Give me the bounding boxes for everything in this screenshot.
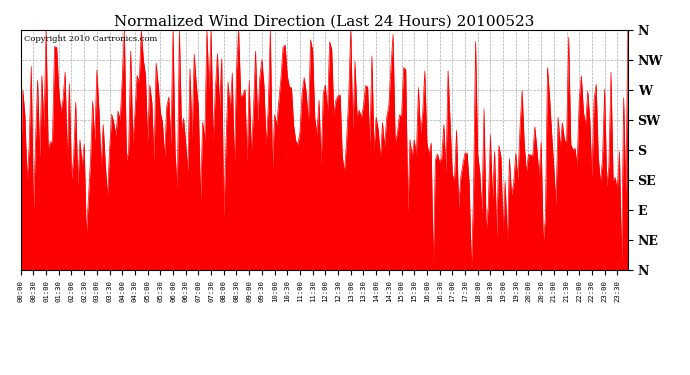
Title: Normalized Wind Direction (Last 24 Hours) 20100523: Normalized Wind Direction (Last 24 Hours… [114,15,535,29]
Text: Copyright 2010 Cartronics.com: Copyright 2010 Cartronics.com [23,35,157,43]
